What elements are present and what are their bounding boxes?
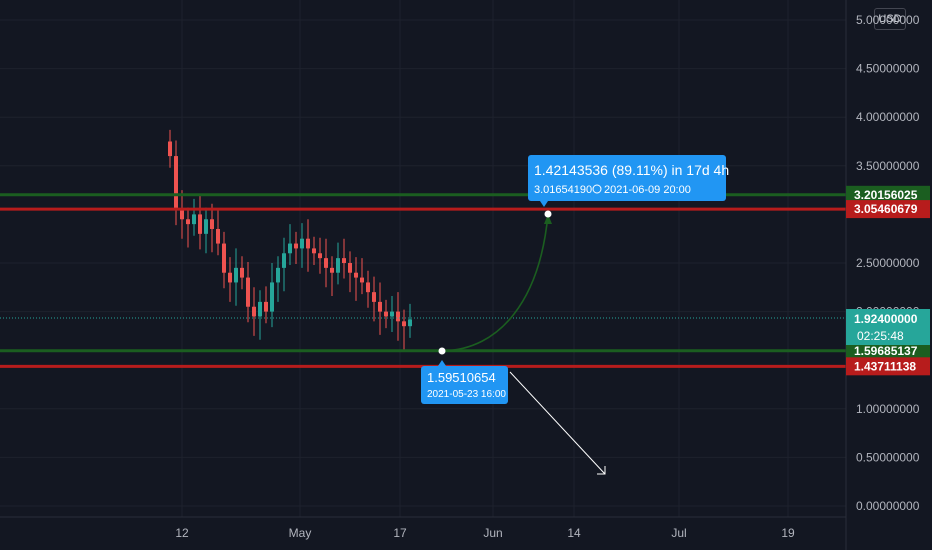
time-tick-label: 12 [175,526,189,540]
candle-body [294,243,298,249]
candle-body [228,272,232,283]
projection-up-time: 2021-06-09 20:00 [604,184,691,196]
countdown-label: 02:25:48 [857,329,904,343]
price-axis[interactable]: 5.00000000 4.50000000 4.00000000 3.50000000… [845,0,920,550]
candle-body [174,156,178,210]
price-tick-label: 0.00000000 [856,499,920,513]
candle-body [384,311,388,317]
last-price-tag: 1.92400000 02:25:48 [846,309,930,345]
level-tag [846,357,930,376]
clock-icon [592,184,602,194]
projection-up-arrowhead [544,214,552,224]
candle-body [318,253,322,259]
candle-body [210,219,214,229]
level-tag-label: 1.43711138 [854,359,916,373]
candle-body [168,141,172,157]
candle-body [378,301,382,312]
candle-body [204,219,208,234]
candle-body [282,253,286,268]
price-tick-label: 5.00000000 [856,13,920,27]
price-tick-label: 1.00000000 [856,402,920,416]
candle-body [372,292,376,302]
time-tick-label: 14 [567,526,581,540]
time-tick-label: 19 [781,526,795,540]
candle-body [216,228,220,244]
last-price-label: 1.92400000 [854,312,918,326]
candle-body [324,258,328,268]
candle-body [276,267,280,283]
level-tag [846,341,930,360]
price-tick-label: 0.50000000 [856,450,920,464]
price-tick-label: 2.50000000 [856,256,920,270]
candle-body [396,311,400,322]
candle-body [354,272,358,278]
candle-body [300,238,304,249]
candle-body [306,238,310,249]
candle-body [312,248,316,254]
level-tag-label: 3.05460679 [854,202,918,216]
price-tick-label: 3.50000000 [856,159,920,173]
candle-body [402,321,406,327]
price-tick-label: 4.50000000 [856,62,920,76]
currency-button[interactable]: USD [874,8,906,30]
candle-body [288,243,292,254]
candle-body [330,267,334,273]
candle-body [180,209,184,220]
time-tick-label: 17 [393,526,407,540]
level-tag-label: 3.20156025 [854,188,918,202]
candle-body [222,243,226,273]
projection-low-value: 1.59510654 [427,370,496,385]
candle-body [390,311,394,317]
candle-body [264,301,268,312]
candles [168,129,412,350]
candle-body [360,277,364,283]
grid [0,0,846,517]
level-tag [846,200,930,219]
candle-body [240,267,244,278]
projection-end-point[interactable] [544,210,552,218]
projection-low-callout: 1.59510654 2021-05-23 16:00 [421,360,508,404]
projection-low-time: 2021-05-23 16:00 [427,389,506,400]
candle-body [198,214,202,234]
projection-up-curve [441,213,549,352]
candle-body [342,258,346,263]
candle-body [252,306,256,317]
projection-down-arrowhead [597,466,606,475]
candle-body [186,219,190,225]
horizontal-levels [0,193,846,368]
time-tick-label: Jun [483,526,502,540]
projection-down-arrow [509,371,606,475]
candle-body [408,319,412,327]
time-tick-label: Jul [671,526,686,540]
candle-body [270,282,274,312]
candle-body [348,263,352,273]
level-tag [846,185,930,204]
candle-body [246,277,250,307]
candle-body [234,267,238,283]
candle-body [258,301,262,317]
candle-body [366,282,370,293]
candle-body [336,258,340,273]
level-tag-label: 1.59685137 [854,344,918,358]
time-tick-label: May [289,526,312,540]
candle-body [192,214,196,225]
projection-start-point[interactable] [438,347,446,355]
projection-up-callout: 1.42143536 (89.11%) in 17d 4h 3.01654190… [528,155,729,207]
projection-up-headline: 1.42143536 (89.11%) in 17d 4h [534,162,729,178]
price-tick-label: 4.00000000 [856,110,920,124]
time-axis[interactable]: 12 May 17 Jun 14 Jul 19 [175,526,795,540]
projection-up-value: 3.01654190 [534,184,592,196]
